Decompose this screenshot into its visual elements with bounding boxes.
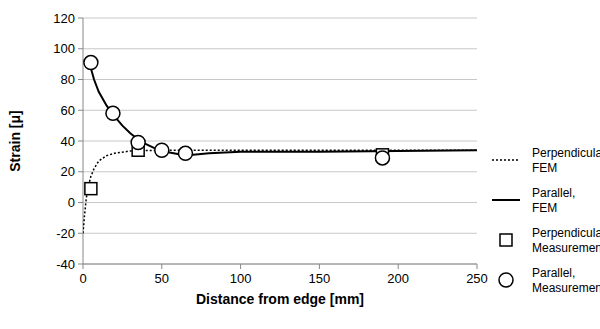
- y-tick-label: 80: [61, 72, 75, 87]
- data-point: [85, 183, 97, 195]
- legend-label-line: Parallel,: [532, 186, 575, 200]
- plot-area: [83, 56, 477, 234]
- data-point: [178, 146, 192, 160]
- x-axis: [83, 264, 477, 265]
- x-tick-label: 50: [155, 271, 169, 286]
- chart: -40 -20 0 20 40 60 80 100 120 0 50 100 150 200 250 Dist…: [0, 0, 600, 329]
- x-tick-label: 200: [387, 271, 409, 286]
- y-tick-label: 100: [53, 41, 75, 56]
- x-tick: [477, 264, 478, 269]
- legend-swatch: [492, 159, 520, 161]
- legend-label: Perpendicular,Measurement: [532, 226, 600, 255]
- y-tick: [78, 79, 83, 80]
- legend-swatch: [500, 234, 512, 246]
- x-tick: [319, 264, 320, 269]
- x-tick-label: 150: [309, 271, 331, 286]
- grid-line: [83, 202, 477, 203]
- grid-line: [83, 264, 477, 265]
- grid-line: [83, 79, 477, 80]
- y-tick-label: 60: [61, 103, 75, 118]
- data-point: [106, 106, 120, 120]
- legend-swatch: [499, 273, 513, 287]
- data-point: [131, 136, 145, 150]
- grid-line: [83, 110, 477, 111]
- y-axis-label: Strain [μ]: [7, 110, 23, 171]
- legend-label-line: Perpendicular,: [532, 226, 600, 240]
- x-tick: [240, 264, 241, 269]
- grid-line: [83, 18, 477, 19]
- y-tick: [78, 233, 83, 234]
- series-line: [83, 150, 477, 233]
- legend-label-line: FEM: [532, 201, 557, 215]
- legend-label-line: Perpendicular,: [532, 146, 600, 160]
- legend-label: Perpendicular,FEM: [532, 146, 600, 175]
- x-tick-label: 100: [230, 271, 252, 286]
- y-tick: [78, 264, 83, 265]
- y-tick-label: 40: [61, 134, 75, 149]
- y-tick: [78, 48, 83, 49]
- legend: Perpendicular,FEMParallel,FEMPerpendicul…: [492, 146, 600, 295]
- data-point: [375, 151, 389, 165]
- x-tick: [398, 264, 399, 269]
- y-tick: [78, 202, 83, 203]
- legend-label-line: Measurement: [532, 281, 600, 295]
- series-line: [89, 63, 477, 155]
- legend-swatch: [492, 199, 520, 201]
- legend-label: Parallel,Measurement: [532, 266, 600, 295]
- y-tick-label: -20: [56, 226, 75, 241]
- y-tick: [78, 141, 83, 142]
- legend-label-line: FEM: [532, 161, 557, 175]
- y-tick-label: -40: [56, 257, 75, 272]
- y-tick-label: 20: [61, 164, 75, 179]
- x-axis-label: Distance from edge [mm]: [196, 291, 364, 307]
- x-tick: [161, 264, 162, 269]
- grid-line: [83, 171, 477, 172]
- y-axis: [83, 18, 84, 264]
- x-tick: [83, 264, 84, 269]
- y-tick: [78, 171, 83, 172]
- legend-label: Parallel,FEM: [532, 186, 575, 215]
- legend-label-line: Measurement: [532, 241, 600, 255]
- grid-line: [83, 48, 477, 49]
- data-point: [155, 143, 169, 157]
- y-tick: [78, 110, 83, 111]
- y-tick-label: 0: [68, 195, 75, 210]
- legend-label-line: Parallel,: [532, 266, 575, 280]
- y-tick-label: 120: [53, 11, 75, 26]
- grid-line: [83, 233, 477, 234]
- data-point: [84, 56, 98, 70]
- x-tick-label: 0: [79, 271, 86, 286]
- y-tick: [78, 18, 83, 19]
- x-tick-label: 250: [466, 271, 488, 286]
